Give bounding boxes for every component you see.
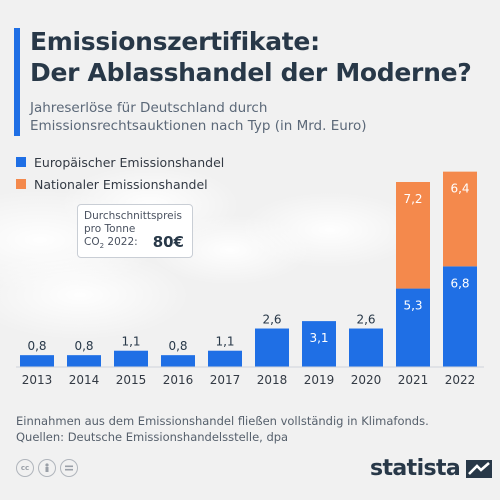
statista-mark-icon [466,459,493,478]
chart-subtitle: Jahreserlöse für Deutschland durch Emiss… [30,99,490,135]
x-tick-label-2013: 2013 [22,373,53,387]
statista-logo[interactable]: statista [370,456,493,481]
legend-label-european: Europäischer Emissionshandel [34,154,225,170]
x-tick-label-2014: 2014 [69,373,100,387]
legend: Europäischer Emissionshandel Nationaler … [16,151,224,195]
x-tick-label-2015: 2015 [116,373,147,387]
title-line-2: Der Ablasshandel der Moderne? [30,58,472,87]
legend-swatch-european [16,157,26,167]
value-label-european-2013: 0,8 [27,339,46,353]
average-price-value: 80€ [152,233,184,251]
info-co-subscript: 2 [99,242,105,251]
bar-european-2022 [443,266,477,367]
equals-icon[interactable] [60,459,78,477]
value-label-european-2017: 1,1 [215,335,234,349]
average-price-box: Durchschnittspreis pro Tonne CO2 2022: 8… [77,204,193,258]
info-line-1: Durchschnittspreis [84,210,183,222]
bar-european-2020 [349,328,383,367]
title-accent-bar [14,28,20,136]
bar-european-2014 [67,355,101,367]
value-label-european-2015: 1,1 [121,335,140,349]
footer-sources: Quellen: Deutsche Emissionshandelsstelle… [16,430,289,444]
value-label-european-2016: 0,8 [168,339,187,353]
person-icon[interactable] [38,459,56,477]
x-tick-label-2017: 2017 [210,373,241,387]
info-line-2: pro Tonne [84,223,136,235]
license-icons[interactable]: cc [16,459,82,477]
legend-item-european: Europäischer Emissionshandel [16,151,224,173]
bar-european-2019 [302,321,336,367]
bar-european-2018 [255,328,289,367]
value-label-national-2022: 6,4 [450,182,469,196]
cc-icon[interactable]: cc [16,459,34,477]
legend-label-national: Nationaler Emissionshandel [34,176,208,192]
legend-swatch-national [16,179,26,189]
value-label-european-2022: 6,8 [450,276,469,290]
bar-national-2021 [396,182,430,289]
info-line-3: CO2 2022: [84,236,192,253]
title-line-1: Emissionszertifikate: [30,27,320,56]
value-label-european-2020: 2,6 [356,313,375,327]
value-label-european-2019: 3,1 [309,331,328,345]
x-tick-label-2019: 2019 [304,373,335,387]
subtitle-line-1: Jahreserlöse für Deutschland durch [30,100,268,116]
value-label-european-2018: 2,6 [262,313,281,327]
bar-european-2017 [208,350,242,367]
subtitle-line-2: Emissionsrechtsauktionen nach Typ (in Mr… [30,118,367,134]
x-tick-label-2018: 2018 [257,373,288,387]
info-co-prefix: CO [84,236,100,248]
value-label-national-2021: 7,2 [403,192,422,206]
info-year-suffix: 2022: [104,236,138,248]
brand-name: statista [370,456,461,481]
bar-european-2013 [20,355,54,367]
bar-european-2015 [114,350,148,367]
bar-national-2022 [443,171,477,267]
value-label-european-2021: 5,3 [403,299,422,313]
legend-item-national: Nationaler Emissionshandel [16,173,224,195]
bar-european-2021 [396,288,430,367]
x-tick-label-2020: 2020 [351,373,382,387]
x-tick-label-2022: 2022 [445,373,476,387]
footer-note: Einnahmen aus dem Emissionshandel fließe… [16,414,429,428]
footer: Einnahmen aus dem Emissionshandel fließe… [16,413,486,445]
bar-european-2016 [161,355,195,367]
x-tick-label-2021: 2021 [398,373,429,387]
x-tick-label-2016: 2016 [163,373,194,387]
bars-layer: 0,8 2013 0,8 2014 1,1 2015 0,8 2016 1,1 2017 2,6 20… [20,171,477,387]
chart-title: Emissionszertifikate: Der Ablasshandel d… [30,26,490,88]
value-label-european-2014: 0,8 [74,339,93,353]
